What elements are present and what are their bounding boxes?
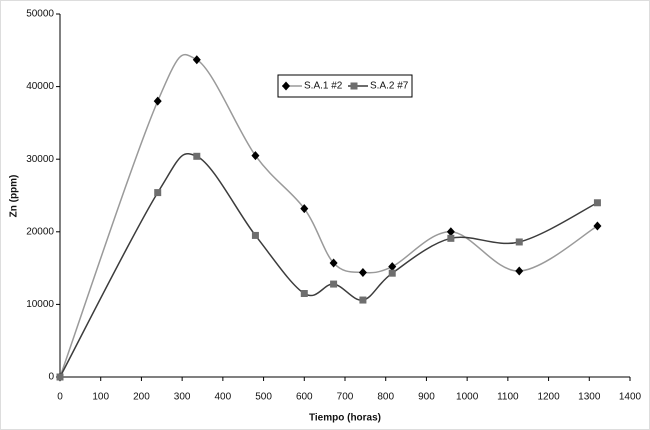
- x-tick-label: 600: [296, 392, 313, 403]
- x-tick-label: 200: [133, 392, 150, 403]
- marker: [153, 96, 162, 106]
- marker: [515, 266, 524, 276]
- marker: [388, 269, 396, 277]
- y-tick-label: 10000: [26, 299, 54, 310]
- x-tick-label: 1400: [619, 392, 642, 403]
- marker: [593, 221, 602, 231]
- x-tick-label: 400: [215, 392, 232, 403]
- y-tick-label: 30000: [26, 154, 54, 165]
- marker: [300, 204, 309, 214]
- marker: [193, 152, 201, 160]
- marker: [330, 280, 338, 288]
- marker: [447, 234, 455, 242]
- x-tick-label: 300: [174, 392, 191, 403]
- marker: [593, 199, 601, 207]
- marker: [154, 189, 162, 197]
- legend-marker: [282, 81, 290, 91]
- x-tick-label: 700: [337, 392, 354, 403]
- legend-marker: [350, 82, 358, 90]
- x-tick-label: 1000: [456, 392, 479, 403]
- y-tick-label: 50000: [26, 9, 54, 20]
- y-tick-label: 40000: [26, 81, 54, 92]
- marker: [329, 258, 338, 268]
- x-tick-label: 100: [92, 392, 109, 403]
- x-tick-label: 1100: [497, 392, 519, 403]
- marker: [359, 296, 367, 304]
- x-tick-label: 0: [57, 392, 63, 403]
- x-tick-label: 1200: [537, 392, 560, 403]
- marker: [358, 267, 367, 277]
- x-tick-label: 800: [377, 392, 394, 403]
- marker: [56, 373, 64, 381]
- legend-box: [277, 74, 413, 98]
- y-axis-title: Zn (ppm): [9, 175, 20, 218]
- legend-label: S.A.2 #7: [370, 81, 409, 92]
- marker: [251, 151, 260, 161]
- marker: [300, 290, 308, 298]
- series-line: [59, 153, 598, 378]
- legend-label: S.A.1 #2: [304, 81, 343, 92]
- y-tick-label: 0: [48, 372, 54, 383]
- y-tick-label: 20000: [26, 226, 54, 237]
- x-tick-label: 500: [255, 392, 272, 403]
- marker: [515, 238, 523, 246]
- x-axis-title: Tiempo (horas): [309, 413, 381, 424]
- marker: [251, 231, 259, 239]
- x-tick-label: 1300: [578, 392, 601, 403]
- x-tick-label: 900: [418, 392, 435, 403]
- marker: [388, 262, 397, 272]
- marker: [192, 55, 201, 65]
- marker: [446, 227, 455, 237]
